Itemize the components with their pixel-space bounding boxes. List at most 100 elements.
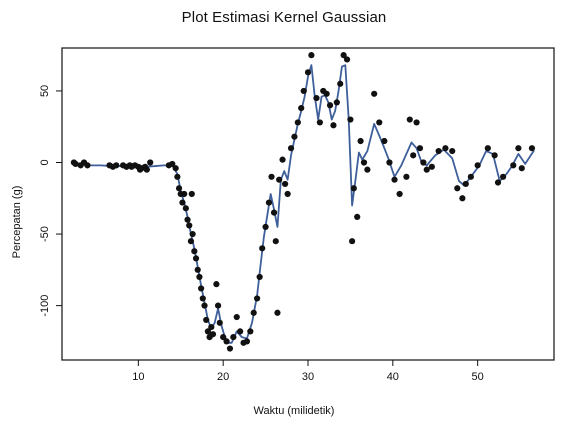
y-axis: -100 -50 0 50	[39, 85, 62, 317]
data-point	[247, 328, 254, 335]
data-point	[364, 166, 371, 173]
x-axis-label: Waktu (milidetik)	[253, 405, 335, 417]
data-point	[279, 156, 286, 163]
data-point	[230, 334, 237, 341]
data-point	[270, 209, 278, 216]
data-point	[349, 238, 356, 245]
smoothed-line	[72, 64, 535, 344]
data-point	[172, 165, 179, 172]
data-point	[518, 165, 525, 172]
data-point	[204, 328, 211, 335]
data-point	[223, 338, 230, 345]
data-point	[333, 99, 340, 106]
data-point	[308, 52, 315, 59]
data-point	[276, 176, 283, 183]
data-point	[528, 145, 536, 152]
data-point	[428, 163, 435, 170]
x-tick-label-20: 20	[217, 371, 229, 383]
data-point	[396, 190, 403, 198]
data-point	[474, 162, 481, 169]
data-point	[410, 152, 417, 159]
data-point	[357, 137, 364, 145]
data-point	[462, 180, 469, 188]
data-point	[216, 319, 223, 326]
data-point	[259, 245, 266, 252]
data-point	[209, 331, 217, 338]
data-point	[386, 159, 393, 166]
data-point	[169, 160, 176, 168]
data-point	[143, 166, 150, 173]
data-point	[272, 238, 279, 245]
x-tick-label-40: 40	[387, 371, 399, 383]
data-point	[189, 230, 196, 238]
data-point	[191, 248, 198, 255]
data-point	[274, 309, 281, 316]
data-point	[337, 80, 344, 87]
data-point	[174, 173, 181, 180]
data-point	[181, 190, 188, 198]
data-point	[323, 90, 330, 97]
data-point	[491, 152, 498, 159]
x-tick-label-10: 10	[132, 371, 144, 383]
data-point	[316, 119, 323, 126]
data-point	[420, 159, 427, 166]
data-point	[186, 222, 193, 229]
data-point	[391, 176, 398, 183]
data-point	[175, 185, 183, 192]
data-point	[354, 213, 361, 220]
data-point	[198, 285, 205, 292]
y-axis-label: Percepatan (g)	[11, 185, 23, 259]
data-point	[291, 133, 298, 140]
data-point	[250, 309, 257, 316]
data-point	[265, 199, 273, 206]
data-point	[360, 159, 368, 166]
data-point	[256, 273, 263, 281]
data-point	[494, 179, 502, 186]
data-point	[304, 69, 312, 76]
data-point	[484, 145, 491, 152]
data-point	[510, 162, 517, 169]
data-point	[416, 145, 424, 152]
y-tick-label--50: -50	[39, 226, 51, 242]
data-point	[423, 166, 430, 173]
data-point	[459, 195, 466, 202]
data-point	[287, 145, 295, 152]
data-point	[226, 345, 234, 352]
data-point	[194, 266, 201, 273]
data-point	[371, 90, 378, 97]
data-point	[442, 145, 449, 152]
data-point	[233, 313, 240, 321]
x-tick-label-30: 30	[302, 371, 314, 383]
data-point	[187, 238, 195, 245]
data-point	[330, 122, 337, 129]
data-point	[147, 159, 154, 166]
y-tick-label--100: -100	[39, 295, 51, 317]
data-point	[262, 223, 269, 230]
data-point	[500, 173, 507, 180]
data-point	[199, 295, 206, 302]
y-tick-label-0: 0	[39, 159, 51, 165]
data-point	[300, 87, 307, 95]
series-group	[70, 52, 536, 352]
data-point	[298, 105, 305, 112]
chart-title: Plot Estimasi Kernel Gaussian	[181, 9, 387, 26]
data-point	[454, 185, 461, 192]
data-point	[192, 255, 200, 262]
data-point	[184, 216, 191, 223]
data-point	[72, 160, 79, 168]
data-point	[326, 102, 334, 109]
x-tick-label-50: 50	[472, 371, 484, 383]
data-point	[347, 116, 354, 123]
data-point	[284, 190, 291, 198]
data-point	[381, 137, 388, 145]
plot-frame	[61, 47, 555, 361]
data-point	[188, 190, 195, 198]
data-point	[237, 328, 244, 335]
y-tick-label-50: 50	[39, 85, 51, 97]
data-point	[343, 56, 351, 63]
data-point	[214, 302, 222, 309]
data-point	[282, 180, 289, 188]
data-point	[201, 302, 208, 309]
data-point	[403, 173, 410, 180]
